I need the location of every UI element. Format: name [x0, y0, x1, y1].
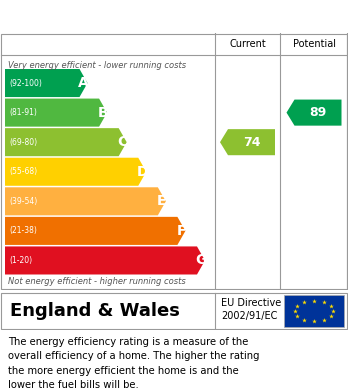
Text: England & Wales: England & Wales — [10, 302, 180, 320]
Text: (1-20): (1-20) — [9, 256, 32, 265]
Text: The energy efficiency rating is a measure of the
overall efficiency of a home. T: The energy efficiency rating is a measur… — [8, 337, 260, 390]
Text: Potential: Potential — [293, 39, 335, 49]
Text: Not energy efficient - higher running costs: Not energy efficient - higher running co… — [8, 278, 186, 287]
Text: E: E — [157, 194, 167, 208]
Text: (92-100): (92-100) — [9, 79, 42, 88]
Text: 89: 89 — [309, 106, 327, 119]
Polygon shape — [5, 158, 146, 186]
Text: B: B — [98, 106, 109, 120]
Polygon shape — [286, 100, 341, 126]
Text: Current: Current — [229, 39, 266, 49]
Polygon shape — [5, 217, 185, 245]
Text: (55-68): (55-68) — [9, 167, 37, 176]
Text: D: D — [136, 165, 148, 179]
Bar — [284, 295, 344, 327]
Text: Very energy efficient - lower running costs: Very energy efficient - lower running co… — [8, 61, 186, 70]
Polygon shape — [5, 69, 87, 97]
Text: F: F — [177, 224, 186, 238]
Text: (21-38): (21-38) — [9, 226, 37, 235]
Text: (69-80): (69-80) — [9, 138, 37, 147]
Text: Energy Efficiency Rating: Energy Efficiency Rating — [10, 9, 220, 24]
Polygon shape — [220, 129, 275, 155]
Polygon shape — [5, 99, 107, 127]
Text: (39-54): (39-54) — [9, 197, 37, 206]
Polygon shape — [5, 128, 127, 156]
Text: (81-91): (81-91) — [9, 108, 37, 117]
Text: A: A — [78, 76, 89, 90]
Text: G: G — [195, 253, 207, 267]
Polygon shape — [5, 187, 166, 215]
Text: 74: 74 — [243, 136, 260, 149]
Text: C: C — [118, 135, 128, 149]
Text: EU Directive
2002/91/EC: EU Directive 2002/91/EC — [221, 298, 281, 321]
Polygon shape — [5, 246, 205, 274]
